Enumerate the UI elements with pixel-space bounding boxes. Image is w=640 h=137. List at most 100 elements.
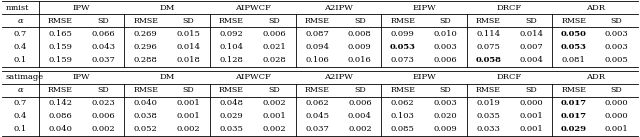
Text: 0.016: 0.016	[348, 56, 372, 64]
Text: 0.004: 0.004	[348, 112, 372, 120]
Text: 0.002: 0.002	[92, 125, 115, 133]
Text: A2IPW: A2IPW	[324, 73, 353, 81]
Text: 0.000: 0.000	[605, 112, 628, 120]
Text: 0.017: 0.017	[561, 99, 587, 107]
Text: SD: SD	[440, 86, 451, 94]
Text: 0.002: 0.002	[262, 99, 286, 107]
Text: ADR: ADR	[586, 4, 605, 12]
Text: 0.001: 0.001	[177, 99, 200, 107]
Text: SD: SD	[611, 86, 623, 94]
Text: 0.288: 0.288	[134, 56, 158, 64]
Text: A2IPW: A2IPW	[324, 4, 353, 12]
Text: DRCF: DRCF	[497, 4, 522, 12]
Text: 0.018: 0.018	[177, 56, 200, 64]
Text: 0.006: 0.006	[92, 112, 115, 120]
Text: 0.053: 0.053	[561, 43, 587, 51]
Text: 0.296: 0.296	[134, 43, 157, 51]
Text: 0.043: 0.043	[91, 43, 115, 51]
Text: 0.019: 0.019	[476, 99, 500, 107]
Text: 0.106: 0.106	[305, 56, 329, 64]
Text: 0.040: 0.040	[49, 125, 72, 133]
Text: AIPWCF: AIPWCF	[235, 73, 271, 81]
Text: 0.066: 0.066	[92, 30, 115, 38]
Text: SD: SD	[354, 17, 365, 25]
Text: mnist: mnist	[6, 4, 29, 12]
Text: 0.114: 0.114	[476, 30, 500, 38]
Text: 0.7: 0.7	[14, 30, 27, 38]
Text: 0.165: 0.165	[49, 30, 72, 38]
Text: RMSE: RMSE	[476, 17, 500, 25]
Text: 0.073: 0.073	[390, 56, 415, 64]
Text: 0.035: 0.035	[476, 112, 500, 120]
Text: RMSE: RMSE	[48, 86, 73, 94]
Text: 0.1: 0.1	[14, 56, 27, 64]
Text: RMSE: RMSE	[219, 86, 244, 94]
Text: DRCF: DRCF	[497, 73, 522, 81]
Text: SD: SD	[268, 17, 280, 25]
Text: 0.020: 0.020	[434, 112, 457, 120]
Text: RMSE: RMSE	[48, 17, 73, 25]
Text: 0.000: 0.000	[519, 99, 543, 107]
Text: 0.010: 0.010	[433, 30, 458, 38]
Text: 0.038: 0.038	[134, 112, 158, 120]
Text: SD: SD	[268, 86, 280, 94]
Text: 0.1: 0.1	[14, 125, 27, 133]
Text: SD: SD	[183, 17, 195, 25]
Text: α: α	[18, 86, 23, 94]
Text: SD: SD	[97, 86, 109, 94]
Text: 0.053: 0.053	[390, 43, 415, 51]
Text: 0.001: 0.001	[519, 125, 543, 133]
Text: satimage: satimage	[6, 73, 44, 81]
Text: 0.094: 0.094	[305, 43, 329, 51]
Text: 0.092: 0.092	[220, 30, 243, 38]
Text: RMSE: RMSE	[390, 17, 415, 25]
Text: 0.037: 0.037	[91, 56, 115, 64]
Text: 0.009: 0.009	[348, 43, 372, 51]
Text: 0.058: 0.058	[476, 56, 501, 64]
Text: 0.014: 0.014	[519, 30, 543, 38]
Text: SD: SD	[183, 86, 195, 94]
Text: DM: DM	[159, 4, 175, 12]
Text: 0.002: 0.002	[262, 125, 286, 133]
Text: RMSE: RMSE	[305, 86, 330, 94]
Text: IPW: IPW	[73, 73, 90, 81]
Text: 0.006: 0.006	[434, 56, 457, 64]
Text: RMSE: RMSE	[133, 17, 158, 25]
Text: RMSE: RMSE	[561, 17, 586, 25]
Text: 0.002: 0.002	[348, 125, 372, 133]
Text: RMSE: RMSE	[305, 17, 330, 25]
Text: 0.045: 0.045	[305, 112, 329, 120]
Text: 0.017: 0.017	[561, 112, 587, 120]
Text: EIPW: EIPW	[412, 4, 436, 12]
Text: 0.062: 0.062	[391, 99, 415, 107]
Text: 0.001: 0.001	[605, 125, 628, 133]
Text: 0.037: 0.037	[305, 125, 329, 133]
Text: 0.085: 0.085	[390, 125, 415, 133]
Text: 0.023: 0.023	[92, 99, 115, 107]
Text: 0.159: 0.159	[48, 43, 72, 51]
Text: 0.001: 0.001	[262, 112, 286, 120]
Text: SD: SD	[525, 17, 537, 25]
Text: RMSE: RMSE	[561, 86, 586, 94]
Text: 0.021: 0.021	[262, 43, 286, 51]
Text: 0.028: 0.028	[262, 56, 286, 64]
Text: SD: SD	[440, 17, 451, 25]
Text: 0.003: 0.003	[433, 99, 458, 107]
Text: 0.062: 0.062	[305, 99, 329, 107]
Text: 0.015: 0.015	[177, 30, 200, 38]
Text: 0.048: 0.048	[220, 99, 243, 107]
Text: SD: SD	[97, 17, 109, 25]
Text: 0.4: 0.4	[13, 43, 27, 51]
Text: SD: SD	[354, 86, 365, 94]
Text: 0.086: 0.086	[49, 112, 72, 120]
Text: 0.040: 0.040	[134, 99, 158, 107]
Text: 0.269: 0.269	[134, 30, 157, 38]
Text: 0.033: 0.033	[476, 125, 500, 133]
Text: IPW: IPW	[73, 4, 90, 12]
Text: SD: SD	[525, 86, 537, 94]
Text: 0.003: 0.003	[605, 43, 628, 51]
Text: AIPWCF: AIPWCF	[235, 4, 271, 12]
Text: RMSE: RMSE	[476, 86, 500, 94]
Text: 0.006: 0.006	[348, 99, 372, 107]
Text: RMSE: RMSE	[133, 86, 158, 94]
